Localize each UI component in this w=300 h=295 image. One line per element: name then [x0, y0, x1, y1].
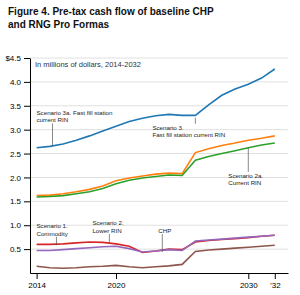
annotation-text: current RIN: [36, 116, 68, 123]
x-axis: 2014 2020 2030 ’32: [28, 273, 288, 290]
annotation-text: Scenario 1.: [36, 222, 68, 229]
tick: 2020: [108, 273, 126, 290]
grid-line: [30, 153, 288, 154]
tick-label: 2030: [240, 281, 258, 290]
tick-label: 4.0: [10, 78, 22, 87]
axis-line: [31, 273, 289, 274]
annotation-text: Scenario 3.: [152, 124, 184, 131]
axis-line: [30, 59, 31, 274]
grid-line: [30, 201, 288, 202]
tick: 2030: [240, 273, 258, 290]
tick-label: 2.5: [10, 150, 22, 159]
tick: ’32: [270, 273, 281, 290]
annotation-arrow: [56, 237, 57, 246]
annotation: Scenario 3.Fast fill station current RIN: [152, 124, 225, 139]
tick: 2014: [28, 273, 46, 290]
tick-mark: [24, 154, 30, 155]
annotation-arrow: [109, 234, 110, 243]
tick-mark: [275, 273, 276, 279]
series-line: [37, 245, 275, 268]
tick: 0.5: [10, 245, 30, 254]
annotation: CHP: [158, 227, 171, 234]
grid-line: [30, 225, 288, 226]
series-line: [37, 69, 275, 148]
annotation-text: Lower RIN: [92, 227, 121, 234]
tick: 4.0: [10, 78, 30, 87]
tick-label: 2.0: [10, 174, 22, 183]
annotation: Scenario 3a. Fast fill stationcurrent RI…: [36, 109, 113, 124]
tick-label: 1.0: [10, 221, 22, 230]
tick-label: 2014: [28, 281, 46, 290]
annotation-text: Scenario 2.: [92, 219, 124, 226]
annotation: Scenario 2a.Current RIN: [228, 172, 263, 187]
tick: 3.5: [10, 102, 30, 111]
tick-mark: [37, 273, 38, 279]
plot: 2014 2020 2030 ’32 0.5 1.0 1.5 2.0 2.5 3.0 3.5 4.0 $…: [5, 54, 288, 290]
tick-mark: [24, 177, 30, 178]
title: Figure 4. Pre-tax cash flow of baseline …: [8, 6, 214, 30]
grid-line: [30, 105, 288, 106]
grid: [30, 58, 288, 249]
series-line: [37, 235, 275, 252]
annotation-text: Current RIN: [228, 179, 261, 186]
tick-mark: [248, 273, 249, 279]
tick-label: ’32: [270, 281, 281, 290]
lines: [37, 69, 275, 268]
series-line: [37, 136, 275, 196]
series-line: [37, 143, 275, 197]
annotation-text: CHP: [158, 227, 171, 234]
grid-line: [30, 81, 288, 82]
annotation: Scenario 2.Lower RIN: [92, 219, 124, 234]
annotation-text: Scenario 2a.: [228, 172, 263, 179]
tick: 2.5: [10, 150, 30, 159]
tick: 1.0: [10, 221, 30, 230]
tick-label: 2020: [108, 281, 126, 290]
tick-label: 1.5: [10, 197, 22, 206]
tick-mark: [116, 273, 117, 279]
annotation-arrow: [248, 148, 249, 172]
annotation-arrow: [52, 123, 53, 145]
annotation-text: Fast fill station current RIN: [152, 131, 225, 138]
tick-mark: [24, 82, 30, 83]
tick-label: $4.5: [5, 54, 21, 63]
tick-label: 3.0: [10, 126, 22, 135]
tick-mark: [24, 201, 30, 202]
tick: $4.5: [5, 54, 30, 63]
chart: Figure 4. Pre-tax cash flow of baseline …: [0, 0, 300, 295]
tick-label: 3.5: [10, 102, 22, 111]
tick-mark: [24, 58, 30, 59]
tick-mark: [24, 249, 30, 250]
annotations: Scenario 3a. Fast fill stationcurrent RI…: [36, 109, 263, 252]
tick-mark: [24, 225, 30, 226]
annotation-arrow: [162, 234, 163, 252]
grid-line: [30, 58, 288, 59]
tick: 3.0: [10, 126, 30, 135]
annotation-text: Commodity: [36, 230, 68, 237]
tick-label: 0.5: [10, 245, 22, 254]
tick-mark: [24, 106, 30, 107]
title-line: Figure 4. Pre-tax cash flow of baseline …: [8, 6, 214, 17]
series-line: [37, 235, 275, 252]
annotation-arrow: [195, 118, 196, 124]
annotation: Scenario 1.Commodity: [36, 222, 68, 237]
title-line: and RNG Pro Formas: [8, 19, 110, 30]
subtitle: In millions of dollars, 2014-2032: [35, 60, 141, 69]
annotation-text: Scenario 3a. Fast fill station: [36, 109, 113, 116]
y-axis: 0.5 1.0 1.5 2.0 2.5 3.0 3.5 4.0 $4.5: [5, 54, 30, 273]
tick: 1.5: [10, 197, 30, 206]
tick: 2.0: [10, 174, 30, 183]
tick-mark: [24, 130, 30, 131]
